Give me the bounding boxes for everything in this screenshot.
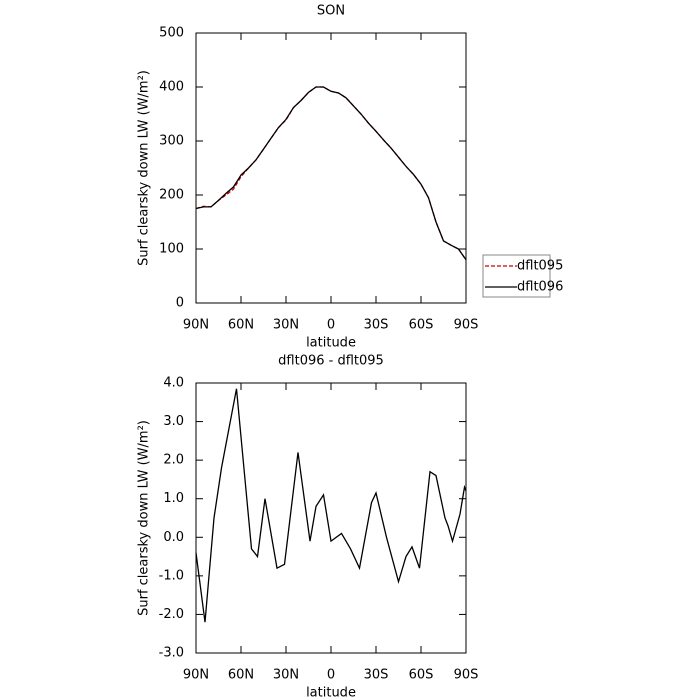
legend-label: dflt096 bbox=[517, 280, 563, 295]
x-tick-label: 90S bbox=[454, 318, 479, 333]
y-tick-label: 1.0 bbox=[163, 491, 184, 506]
y-axis-label: Surf clearsky down LW (W/m²) bbox=[137, 70, 152, 266]
legend-label: dflt095 bbox=[517, 259, 563, 274]
y-tick-label: 300 bbox=[159, 134, 184, 149]
x-tick-label: 90N bbox=[183, 668, 209, 683]
data-line bbox=[195, 86, 467, 261]
y-tick-label: -3.0 bbox=[159, 646, 184, 661]
y-tick-label: 400 bbox=[159, 80, 184, 95]
x-tick-label: 60N bbox=[228, 668, 254, 683]
chart-title: dflt096 - dflt095 bbox=[278, 354, 384, 369]
y-tick-label: 100 bbox=[159, 242, 184, 257]
y-tick-label: 0.0 bbox=[163, 530, 184, 545]
y-tick-label: 500 bbox=[159, 26, 184, 41]
x-tick-label: 60N bbox=[228, 318, 254, 333]
y-tick-label: 0 bbox=[176, 296, 184, 311]
x-tick-label: 90N bbox=[183, 318, 209, 333]
legend-box bbox=[482, 254, 551, 298]
x-tick-label: 30S bbox=[364, 318, 389, 333]
x-axis-label: latitude bbox=[306, 336, 356, 351]
x-tick-label: 90S bbox=[454, 668, 479, 683]
x-tick-label: 30N bbox=[273, 668, 299, 683]
x-tick-label: 0 bbox=[327, 668, 335, 683]
x-tick-label: 30S bbox=[364, 668, 389, 683]
y-tick-label: 2.0 bbox=[163, 453, 184, 468]
x-tick-label: 0 bbox=[327, 318, 335, 333]
y-tick-label: 3.0 bbox=[163, 414, 184, 429]
y-tick-label: 4.0 bbox=[163, 376, 184, 391]
y-tick-label: -1.0 bbox=[159, 568, 184, 583]
y-tick-label: 200 bbox=[159, 188, 184, 203]
data-line bbox=[195, 86, 467, 261]
y-tick-label: -2.0 bbox=[159, 607, 184, 622]
x-axis-label: latitude bbox=[306, 686, 356, 700]
data-line bbox=[195, 388, 467, 623]
plot-frame bbox=[195, 32, 467, 304]
x-tick-label: 60S bbox=[409, 668, 434, 683]
x-tick-label: 30N bbox=[273, 318, 299, 333]
x-tick-label: 60S bbox=[409, 318, 434, 333]
chart-title: SON bbox=[317, 4, 345, 19]
y-axis-label: Surf clearsky down LW (W/m²) bbox=[137, 420, 152, 616]
